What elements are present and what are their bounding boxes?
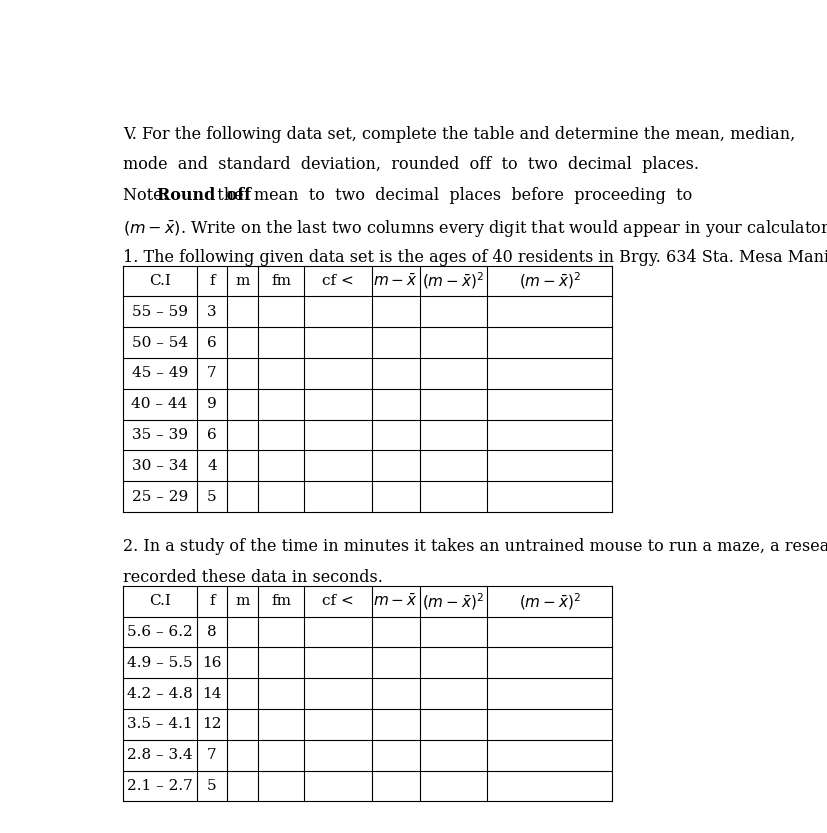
Text: 16: 16: [202, 656, 222, 670]
Text: $(m - \bar{x})^2$: $(m - \bar{x})^2$: [518, 271, 581, 292]
Text: $(m - \bar{x})$. Write on the last two columns every digit that would appear in : $(m - \bar{x})$. Write on the last two c…: [122, 218, 827, 239]
Text: $(m - \bar{x})^2$: $(m - \bar{x})^2$: [518, 591, 581, 611]
Text: $(m - \bar{x})^2$: $(m - \bar{x})^2$: [422, 271, 484, 292]
Text: f: f: [209, 274, 214, 288]
Text: 6: 6: [207, 336, 217, 350]
Text: fm: fm: [271, 594, 291, 608]
Text: 30 – 34: 30 – 34: [131, 459, 188, 473]
Text: $m - \bar{x}$: $m - \bar{x}$: [373, 273, 418, 289]
Text: cf <: cf <: [322, 594, 353, 608]
Text: $(m - \bar{x})^2$: $(m - \bar{x})^2$: [422, 591, 484, 611]
Text: the  mean  to  two  decimal  places  before  proceeding  to: the mean to two decimal places before pr…: [207, 187, 691, 204]
Text: 1. The following given data set is the ages of 40 residents in Brgy. 634 Sta. Me: 1. The following given data set is the a…: [122, 249, 827, 266]
Text: 4.2 – 4.8: 4.2 – 4.8: [127, 686, 193, 701]
Text: recorded these data in seconds.: recorded these data in seconds.: [122, 569, 382, 586]
Text: 7: 7: [207, 748, 217, 762]
Text: 35 – 39: 35 – 39: [131, 428, 188, 442]
Text: 55 – 59: 55 – 59: [131, 305, 188, 319]
Text: 14: 14: [202, 686, 222, 701]
Text: $m - \bar{x}$: $m - \bar{x}$: [373, 593, 418, 610]
Text: 9: 9: [207, 397, 217, 412]
Text: m: m: [235, 274, 250, 288]
Text: Round  off: Round off: [157, 187, 251, 204]
Text: 6: 6: [207, 428, 217, 442]
Text: cf <: cf <: [322, 274, 353, 288]
Text: 25 – 29: 25 – 29: [131, 490, 188, 504]
Text: 50 – 54: 50 – 54: [131, 336, 188, 350]
Text: 40 – 44: 40 – 44: [131, 397, 188, 412]
Text: V. For the following data set, complete the table and determine the mean, median: V. For the following data set, complete …: [122, 126, 794, 142]
Text: 5: 5: [207, 490, 217, 504]
Text: 45 – 49: 45 – 49: [131, 367, 188, 381]
Text: 12: 12: [202, 717, 222, 731]
Text: 7: 7: [207, 367, 217, 381]
Text: 8: 8: [207, 625, 217, 639]
Text: 4.9 – 5.5: 4.9 – 5.5: [127, 656, 192, 670]
Text: 2. In a study of the time in minutes it takes an untrained mouse to run a maze, : 2. In a study of the time in minutes it …: [122, 538, 827, 555]
Text: C.I: C.I: [149, 594, 170, 608]
Text: 4: 4: [207, 459, 217, 473]
Text: mode  and  standard  deviation,  rounded  off  to  two  decimal  places.: mode and standard deviation, rounded off…: [122, 157, 698, 173]
Text: 3: 3: [207, 305, 217, 319]
Text: 2.8 – 3.4: 2.8 – 3.4: [127, 748, 192, 762]
Text: f: f: [209, 594, 214, 608]
Text: m: m: [235, 594, 250, 608]
Text: fm: fm: [271, 274, 291, 288]
Text: 3.5 – 4.1: 3.5 – 4.1: [127, 717, 192, 731]
Text: 5.6 – 6.2: 5.6 – 6.2: [127, 625, 193, 639]
Text: 5: 5: [207, 779, 217, 793]
Text: Note:: Note:: [122, 187, 178, 204]
Text: 2.1 – 2.7: 2.1 – 2.7: [127, 779, 193, 793]
Text: C.I: C.I: [149, 274, 170, 288]
